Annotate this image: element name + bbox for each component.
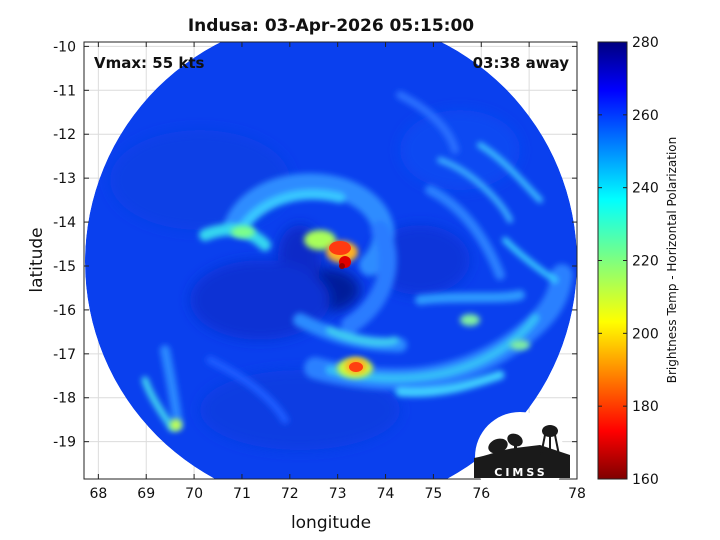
y-tick-label: -10: [53, 39, 76, 55]
y-tick-labels: -10 -11 -12 -13 -14 -15 -16 -17 -18 -19: [53, 39, 76, 450]
away-label: 03:38 away: [473, 54, 570, 72]
colorbar-tick-label: 220: [632, 254, 659, 270]
colorbar-tick-label: 180: [632, 399, 659, 415]
x-tick-label: 72: [281, 486, 299, 502]
map-axes-frame: [83, 41, 578, 480]
y-tick-label: -14: [53, 215, 76, 231]
colorbar: [597, 41, 628, 480]
cimss-logo-text: CIMSS: [494, 466, 547, 479]
colorbar-tick-label: 200: [632, 326, 659, 342]
x-tick-label: 69: [137, 486, 155, 502]
map-title: Indusa: 03-Apr-2026 05:15:00: [188, 16, 474, 36]
x-tick-label: 68: [89, 486, 107, 502]
x-tick-label: 74: [377, 486, 395, 502]
y-tick-label: -19: [53, 435, 76, 451]
deep-convection-core: [326, 241, 367, 374]
colorbar-tick-label: 260: [632, 108, 659, 124]
colorbar-ticks: 160 180 200 220 240 260 280: [598, 35, 659, 488]
x-tick-label: 73: [329, 486, 347, 502]
y-tick-label: -16: [53, 303, 76, 319]
swath-heatmap: [85, 42, 577, 479]
y-tick-label: -13: [53, 171, 76, 187]
y-tick-label: -15: [53, 259, 76, 275]
x-tick-label: 71: [233, 486, 251, 502]
colorbar-tick-label: 240: [632, 181, 659, 197]
x-tick-label: 70: [185, 486, 203, 502]
x-tick-label: 75: [424, 486, 442, 502]
y-axis-label: latitude: [27, 227, 47, 292]
colorbar-label: Brightness Temp - Horizontal Polarizatio…: [665, 137, 679, 384]
vmax-label: Vmax: 55 kts: [94, 54, 204, 72]
y-tick-label: -12: [53, 127, 76, 143]
y-tick-label: -18: [53, 391, 76, 407]
y-tick-label: -17: [53, 347, 76, 363]
colorbar-tick-label: 280: [632, 35, 659, 51]
x-tick-label: 76: [472, 486, 490, 502]
x-axis-label: longitude: [291, 513, 371, 533]
x-tick-label: 78: [568, 486, 586, 502]
colorbar-tick-label: 160: [632, 472, 659, 488]
cimss-logo: CIMSS: [474, 412, 570, 502]
y-tick-label: -11: [53, 83, 76, 99]
